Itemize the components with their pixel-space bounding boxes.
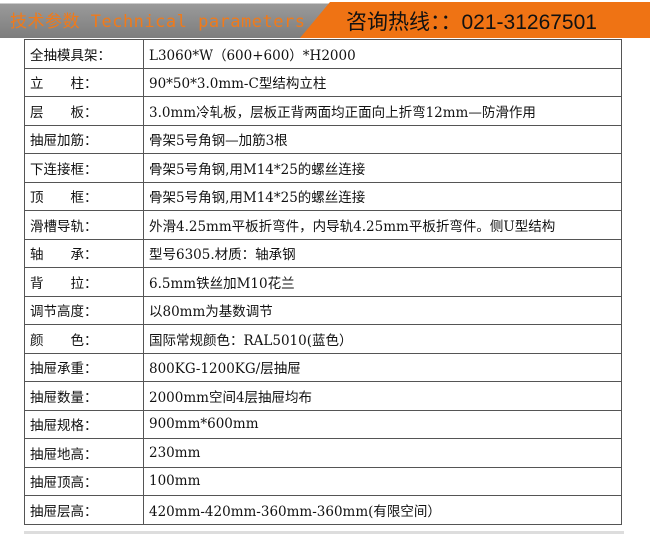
- param-label: 滑槽导轨：: [24, 210, 144, 240]
- header-banner: 技术参数 Technical parameters 咨询热线：：021-3126…: [0, 0, 650, 38]
- table-row: 顶 框： 骨架5号角钢,用M14*25的螺丝连接: [24, 181, 622, 211]
- param-label: 颜 色：: [24, 324, 144, 354]
- param-label: 抽屉顶高：: [24, 466, 144, 496]
- param-value: 100mm: [143, 466, 622, 496]
- param-label: 抽屉数量：: [24, 381, 144, 411]
- param-value: 外滑4.25mm平板折弯件，内导轨4.25mm平板折弯件。侧U型结构: [143, 210, 622, 240]
- param-value: 以80mm为基数调节: [143, 295, 622, 325]
- param-value: L3060*W（600+600）*H2000: [143, 39, 622, 69]
- param-value: 2000mm空间4层抽屉均布: [143, 381, 622, 411]
- table-row: 抽屉地高： 230mm: [24, 438, 622, 468]
- table-row: 立 柱： 90*50*3.0mm-C型结构立柱: [24, 67, 622, 97]
- param-value: 90*50*3.0mm-C型结构立柱: [143, 67, 622, 97]
- param-value: 900mm*600mm: [143, 409, 622, 439]
- hotline-text: 咨询热线：：021-31267501: [346, 11, 597, 34]
- param-label: 抽屉加筋：: [24, 124, 144, 154]
- table-row: 抽屉规格： 900mm*600mm: [24, 409, 622, 439]
- param-label: 抽屉承重：: [24, 352, 144, 382]
- param-label: 层 板：: [24, 96, 144, 126]
- table-row: 轴 承： 型号6305.材质：轴承钢: [24, 238, 622, 268]
- param-label: 轴 承：: [24, 238, 144, 268]
- table-row: 下连接框： 骨架5号角钢,用M14*25的螺丝连接: [24, 153, 622, 183]
- param-value: 型号6305.材质：轴承钢: [143, 238, 622, 268]
- param-value: 3.0mm冷轧板，层板正背两面均正面向上折弯12mm—防滑作用: [143, 96, 622, 126]
- param-label: 立 柱：: [24, 67, 144, 97]
- param-label: 背 拉：: [24, 267, 144, 297]
- param-value: 420mm-420mm-360mm-360mm(有限空间）: [143, 495, 622, 525]
- param-label: 抽屉地高：: [24, 438, 144, 468]
- table-row: 层 板： 3.0mm冷轧板，层板正背两面均正面向上折弯12mm—防滑作用: [24, 96, 622, 126]
- param-value: 骨架5号角钢,用M14*25的螺丝连接: [143, 181, 622, 211]
- hotline-banner: [300, 2, 650, 38]
- table-row: 抽屉层高： 420mm-420mm-360mm-360mm(有限空间）: [24, 495, 622, 525]
- table-shadow: [24, 531, 624, 534]
- table-row: 滑槽导轨： 外滑4.25mm平板折弯件，内导轨4.25mm平板折弯件。侧U型结构: [24, 210, 622, 240]
- table-row: 抽屉承重： 800KG-1200KG/层抽屉: [24, 352, 622, 382]
- table-row: 背 拉： 6.5mm铁丝加M10花兰: [24, 267, 622, 297]
- param-value: 国际常规颜色：RAL5010(蓝色）: [143, 324, 622, 354]
- table-row: 调节高度： 以80mm为基数调节: [24, 295, 622, 325]
- param-label: 顶 框：: [24, 181, 144, 211]
- param-label: 调节高度：: [24, 295, 144, 325]
- param-label: 下连接框：: [24, 153, 144, 183]
- param-label: 全抽模具架：: [24, 39, 144, 69]
- parameters-table: 全抽模具架： L3060*W（600+600）*H2000 立 柱： 90*50*3.…: [24, 39, 622, 525]
- param-value: 骨架5号角钢—加筋3根: [143, 124, 622, 154]
- table-row: 抽屉数量： 2000mm空间4层抽屉均布: [24, 381, 622, 411]
- param-label: 抽屉规格：: [24, 409, 144, 439]
- param-value: 230mm: [143, 438, 622, 468]
- table-row: 抽屉加筋： 骨架5号角钢—加筋3根: [24, 124, 622, 154]
- param-value: 骨架5号角钢,用M14*25的螺丝连接: [143, 153, 622, 183]
- table-row: 颜 色： 国际常规颜色：RAL5010(蓝色）: [24, 324, 622, 354]
- param-label: 抽屉层高：: [24, 495, 144, 525]
- section-title: 技术参数 Technical parameters: [10, 12, 306, 32]
- param-value: 800KG-1200KG/层抽屉: [143, 352, 622, 382]
- param-value: 6.5mm铁丝加M10花兰: [143, 267, 622, 297]
- table-row: 全抽模具架： L3060*W（600+600）*H2000: [24, 39, 622, 69]
- table-row: 抽屉顶高： 100mm: [24, 466, 622, 496]
